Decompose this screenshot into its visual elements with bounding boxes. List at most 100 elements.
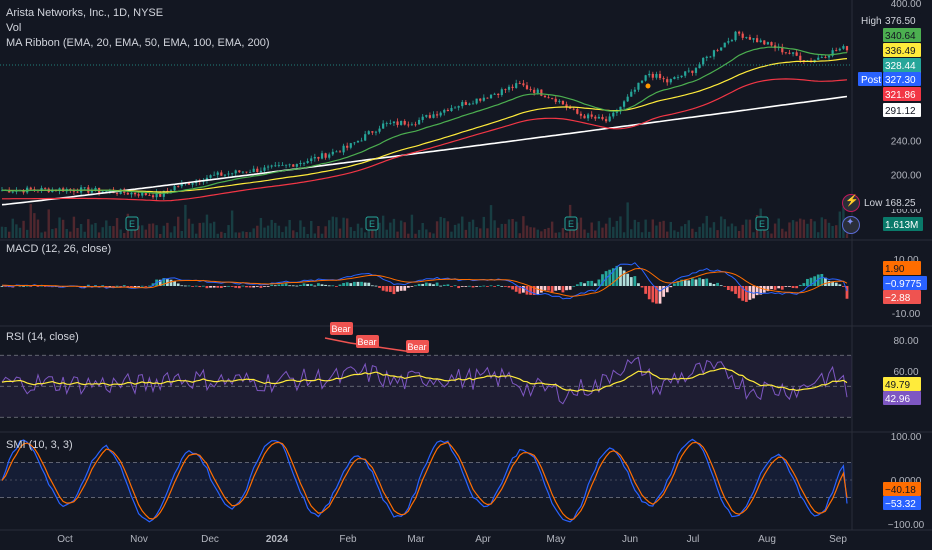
candle-body [367, 131, 370, 135]
candle-body [712, 50, 716, 57]
candle-body [220, 172, 223, 176]
candle-body [583, 115, 586, 119]
candle-body [105, 190, 108, 192]
rsi-ma-value-bg [883, 377, 921, 391]
macd-histogram-bar [338, 284, 342, 286]
bear-label: Bear [331, 324, 350, 334]
volume-bar [18, 227, 22, 238]
volume-bar [838, 211, 842, 238]
macd-histogram-bar [784, 286, 788, 287]
time-axis-label: Nov [130, 534, 148, 545]
candle-body [382, 123, 385, 129]
candle-body [669, 79, 672, 83]
candle-body [44, 187, 47, 189]
volume-bar [76, 227, 79, 238]
candle-body [723, 42, 726, 48]
volume-bar [410, 214, 414, 238]
macd-histogram-bar [367, 282, 371, 286]
volume-bar [94, 223, 97, 238]
volume-bar [612, 226, 615, 238]
candle-body [148, 194, 151, 196]
volume-bar [112, 226, 115, 238]
candle-body [356, 140, 360, 143]
candle-body [827, 55, 831, 58]
candle-body [439, 112, 442, 116]
macd-histogram-bar [665, 286, 669, 293]
smi-legend[interactable]: SMI (10, 3, 3) [6, 439, 73, 451]
candle-body [231, 173, 234, 175]
macd-histogram-bar [263, 286, 266, 287]
volume-bar [212, 221, 216, 238]
candle-body [518, 83, 521, 84]
volume-bar [317, 226, 320, 238]
volume-bar [288, 219, 291, 238]
volume-bar [723, 219, 726, 238]
rsi-legend[interactable]: RSI (14, close) [6, 331, 79, 343]
macd-histogram-bar [669, 286, 673, 288]
macd-histogram-bar [255, 286, 259, 287]
volume-bar [371, 224, 374, 238]
volume-bar [159, 233, 162, 238]
macd-signal-line [1, 267, 848, 297]
volume-bar [266, 225, 270, 238]
macd-histogram-bar [299, 284, 302, 286]
macd-histogram-bar [101, 285, 105, 287]
macd-histogram-bar [245, 286, 248, 288]
candle-body [601, 116, 604, 120]
macd-histogram-bar [421, 283, 425, 286]
volume-bar [669, 221, 673, 238]
volume-bar [209, 223, 212, 238]
candle-body [177, 186, 180, 187]
histogram-value-bg [883, 290, 921, 304]
candle-body [543, 95, 547, 98]
macd-histogram-bar [802, 283, 806, 286]
candle-body [464, 102, 467, 105]
macd-histogram-bar [820, 274, 824, 286]
earnings-marker-label: E [369, 219, 375, 229]
macd-histogram-bar [687, 280, 691, 286]
macd-histogram-bar [295, 285, 299, 287]
macd-histogram-bar [414, 285, 417, 287]
volume-bar [561, 228, 565, 238]
bolt-icon[interactable] [842, 194, 860, 212]
volume-value: 1.613M [885, 220, 918, 231]
macd-histogram-bar [144, 286, 148, 287]
macd-histogram-bar [798, 284, 802, 286]
candle-body [842, 46, 845, 49]
candle-body [313, 157, 316, 159]
volume-bar [11, 218, 14, 238]
time-axis-label: Jun [622, 534, 638, 545]
macd-histogram-bar [777, 286, 781, 289]
time-axis-label: Dec [201, 534, 219, 545]
candle-body [374, 131, 378, 133]
macd-histogram-bar [532, 286, 536, 296]
macd-histogram-bar [191, 286, 194, 287]
volume-bar [493, 220, 496, 238]
candle-body [533, 89, 536, 93]
volume-bar [263, 227, 266, 238]
volume-legend[interactable]: Vol [6, 22, 22, 34]
macd-histogram-bar [575, 284, 579, 286]
candle-body [101, 191, 104, 193]
volume-bar [284, 226, 288, 238]
candle-body [637, 82, 640, 90]
macd-histogram-bar [205, 286, 209, 289]
macd-legend[interactable]: MACD (12, 26, close) [6, 243, 112, 255]
time-axis-label: Apr [475, 534, 491, 545]
volume-bar [230, 210, 234, 238]
bear-label-bg [330, 322, 353, 335]
volume-bar [90, 224, 94, 238]
volume-bar [435, 221, 439, 238]
volume-bar [788, 222, 791, 238]
ema50-line [2, 58, 848, 193]
volume-bar [7, 231, 11, 238]
candle-body [234, 170, 237, 174]
compass-icon[interactable] [842, 216, 860, 234]
candle-body [838, 48, 841, 51]
ma-ribbon-legend[interactable]: MA Ribbon (EMA, 20, EMA, 50, EMA, 100, E… [6, 37, 270, 49]
candle-body [759, 40, 762, 43]
macd-histogram-bar [744, 286, 748, 302]
candle-body [515, 83, 518, 88]
rsi-line [1, 356, 848, 405]
